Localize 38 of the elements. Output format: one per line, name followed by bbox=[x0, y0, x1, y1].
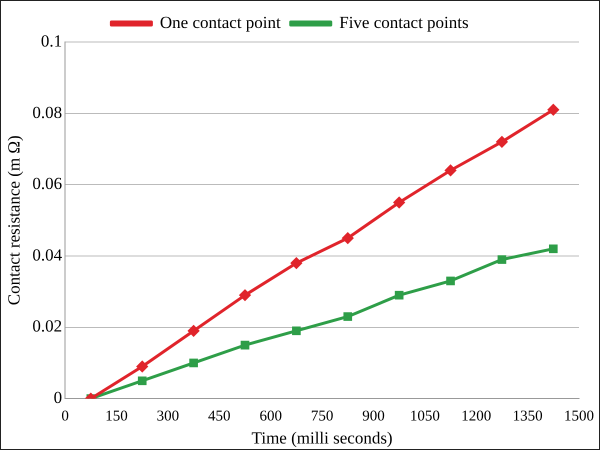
x-tick-label: 750 bbox=[310, 408, 334, 425]
point bbox=[394, 290, 404, 300]
x-tick-label: 1200 bbox=[461, 408, 492, 425]
point bbox=[445, 164, 456, 176]
x-axis-title: Time (milli seconds) bbox=[252, 428, 393, 448]
point bbox=[290, 258, 302, 269]
point bbox=[138, 376, 147, 386]
point bbox=[240, 290, 250, 301]
x-tick-label: 1500 bbox=[564, 408, 594, 425]
y-tick-label: 0.02 bbox=[32, 316, 62, 336]
x-tick-label: 300 bbox=[156, 408, 180, 425]
point bbox=[548, 104, 559, 116]
point bbox=[292, 326, 301, 336]
x-tick-label: 1350 bbox=[512, 408, 543, 425]
y-tick-label: 0.08 bbox=[32, 102, 62, 122]
point bbox=[446, 276, 455, 286]
point bbox=[498, 255, 506, 264]
point bbox=[343, 312, 352, 321]
x-tick-label: 450 bbox=[208, 408, 231, 425]
x-tick-label: 1050 bbox=[410, 408, 440, 425]
point bbox=[496, 136, 508, 148]
y-tick-label: 0.04 bbox=[32, 245, 63, 264]
point bbox=[548, 244, 558, 254]
x-tick-label: 900 bbox=[362, 408, 385, 425]
y-tick-label: 0 bbox=[54, 388, 62, 408]
point bbox=[136, 361, 148, 372]
x-tick-label: 150 bbox=[105, 408, 128, 425]
y-axis-title: Contact resistance (m Ω) bbox=[4, 135, 24, 306]
x-tick-label: 600 bbox=[259, 408, 282, 425]
y-tick-label: 0.1 bbox=[40, 31, 62, 50]
point bbox=[342, 232, 354, 244]
y-tick-label: 0.06 bbox=[32, 174, 62, 194]
legend-label: One contact point bbox=[160, 12, 282, 32]
point bbox=[189, 358, 198, 368]
point bbox=[240, 340, 250, 350]
legend-label: Five contact points bbox=[339, 12, 469, 32]
point bbox=[188, 325, 200, 336]
point bbox=[394, 196, 405, 208]
